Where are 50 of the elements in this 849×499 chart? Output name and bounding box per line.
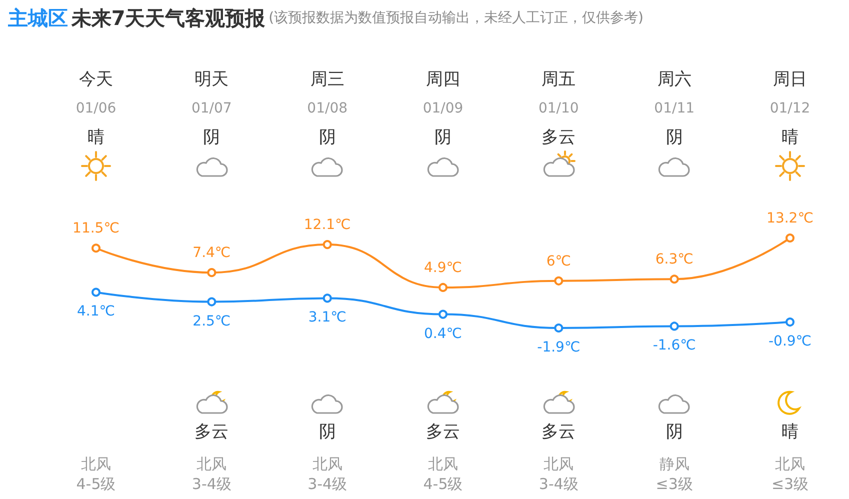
text: 北风 3-4级 bbox=[538, 455, 578, 493]
point bbox=[92, 244, 100, 253]
text: 北风 4-5级 bbox=[423, 455, 463, 493]
point bbox=[786, 318, 794, 327]
text: 多云 bbox=[542, 422, 576, 442]
point bbox=[322, 240, 332, 250]
point bbox=[207, 268, 216, 278]
x-tick-label: 周五 01/10 多云 bbox=[538, 70, 579, 148]
point bbox=[438, 282, 448, 292]
point bbox=[670, 322, 679, 331]
data-label: 12.1℃ bbox=[304, 217, 351, 234]
text: 北风 ≤3级 bbox=[771, 455, 809, 493]
text: 北风 3-4级 bbox=[192, 455, 232, 493]
x-tick-label: 周日 01/12 晴 bbox=[770, 70, 810, 148]
text: 阴 bbox=[666, 422, 683, 442]
point bbox=[554, 276, 564, 286]
data-label: 4.1℃ bbox=[77, 304, 115, 320]
data-label: 6℃ bbox=[546, 253, 571, 270]
point bbox=[670, 274, 679, 284]
text: 多云 bbox=[194, 422, 229, 442]
chart-subtitle: (该预报数据为数值预报自动输出，未经人工订正，仅供参考) bbox=[268, 10, 644, 26]
text: 晴 bbox=[782, 422, 798, 442]
text: 阴 bbox=[318, 422, 336, 442]
data-label: 6.3℃ bbox=[655, 252, 694, 268]
x-tick-label: 周三 01/08 阴 bbox=[307, 70, 348, 148]
data-label: 3.1℃ bbox=[308, 310, 346, 326]
point bbox=[322, 294, 332, 303]
x-tick-label: 明天 01/07 阴 bbox=[191, 70, 232, 148]
text: 多云 bbox=[426, 422, 460, 442]
text: 北风 4-5级 bbox=[76, 455, 116, 493]
point bbox=[92, 288, 100, 297]
data-label: -1.9℃ bbox=[537, 340, 580, 356]
data-label: -1.6℃ bbox=[652, 338, 696, 354]
point bbox=[438, 310, 448, 319]
point bbox=[207, 297, 216, 306]
x-tick-label: 今天 01/06 晴 bbox=[76, 70, 116, 148]
chart-title: 主城区 未来7天天气客观预报 bbox=[7, 6, 266, 30]
text: 北风 3-4级 bbox=[308, 455, 348, 493]
x-tick-label: 周六 01/11 阴 bbox=[654, 70, 695, 148]
data-label: 0.4℃ bbox=[424, 326, 462, 342]
x-tick-label: 周四 01/09 阴 bbox=[422, 70, 464, 148]
text: 静风 ≤3级 bbox=[656, 455, 693, 493]
data-label: 7.4℃ bbox=[192, 245, 231, 262]
point bbox=[554, 324, 564, 332]
data-label: 2.5℃ bbox=[192, 313, 231, 330]
point bbox=[786, 234, 794, 242]
data-label: 13.2℃ bbox=[766, 210, 814, 226]
data-label: 11.5℃ bbox=[72, 220, 120, 237]
data-label: 4.9℃ bbox=[424, 260, 462, 276]
data-label: -0.9℃ bbox=[768, 334, 812, 350]
